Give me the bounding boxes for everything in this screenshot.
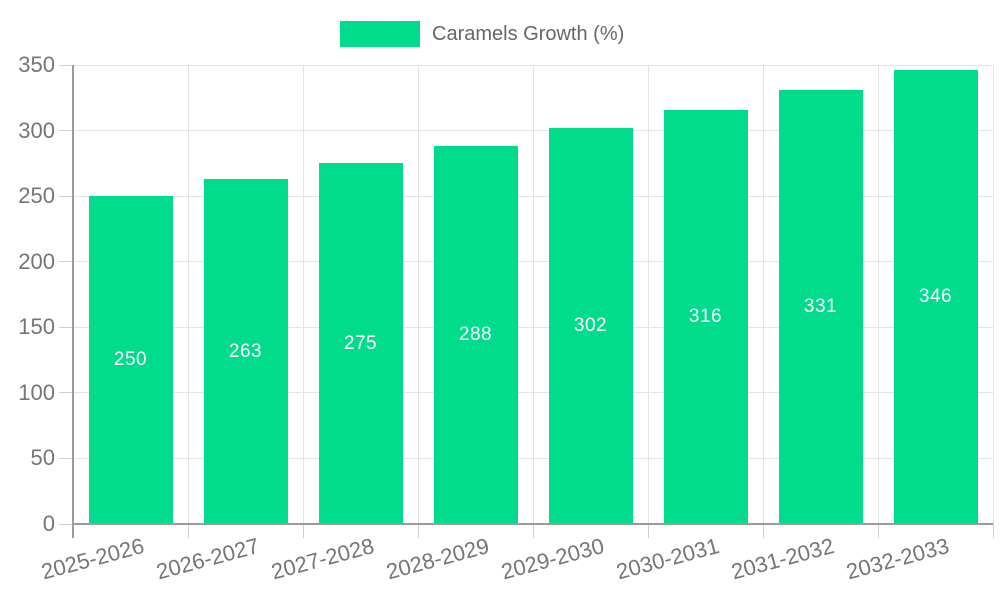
- x-axis-tick: [302, 524, 304, 538]
- gridline-vertical: [762, 65, 764, 524]
- bar[interactable]: 275: [318, 163, 403, 524]
- gridline-vertical: [877, 65, 879, 524]
- y-axis-label: 50: [30, 445, 55, 471]
- gridline-vertical: [302, 65, 304, 524]
- y-axis-tick: [59, 326, 73, 328]
- bar-value-label: 331: [803, 295, 838, 317]
- x-axis-label: 2030-2031: [613, 533, 722, 585]
- bar-value-label: 302: [573, 314, 608, 336]
- bar[interactable]: 346: [893, 70, 978, 524]
- gridline-vertical: [532, 65, 534, 524]
- y-axis-tick: [59, 195, 73, 197]
- y-axis-tick: [59, 130, 73, 132]
- x-axis-tick: [187, 524, 189, 538]
- y-axis-tick: [59, 392, 73, 394]
- y-axis-tick: [59, 457, 73, 459]
- y-axis-label: 250: [18, 183, 55, 209]
- x-axis-tick: [647, 524, 649, 538]
- x-axis-label: 2029-2030: [498, 533, 607, 585]
- y-axis-label: 150: [18, 314, 55, 340]
- bar-value-label: 288: [458, 324, 493, 346]
- y-axis-label: 300: [18, 117, 55, 143]
- legend-item[interactable]: Caramels Growth (%): [340, 21, 624, 47]
- x-axis-label: 2025-2026: [38, 533, 147, 585]
- bar-value-label: 250: [113, 349, 148, 371]
- x-axis-label: 2032-2033: [843, 533, 952, 585]
- x-axis-tick: [532, 524, 534, 538]
- x-axis-label: 2026-2027: [153, 533, 262, 585]
- x-axis-tick: [877, 524, 879, 538]
- bar[interactable]: 250: [88, 196, 173, 524]
- bar-value-label: 275: [343, 332, 378, 354]
- x-axis-line: [72, 523, 993, 525]
- y-axis-tick: [59, 523, 73, 525]
- bar-value-label: 263: [228, 340, 263, 362]
- x-axis-label: 2031-2032: [728, 533, 837, 585]
- bar-value-label: 346: [918, 286, 953, 308]
- y-axis-label: 200: [18, 248, 55, 274]
- x-axis-tick: [762, 524, 764, 538]
- bar[interactable]: 316: [663, 109, 748, 524]
- gridline-vertical: [992, 65, 994, 524]
- x-axis-label: 2027-2028: [268, 533, 377, 585]
- y-axis-tick: [59, 261, 73, 263]
- bar[interactable]: 331: [778, 89, 863, 524]
- x-axis-tick: [992, 524, 994, 538]
- y-axis-label: 350: [18, 52, 55, 77]
- gridline-vertical: [187, 65, 189, 524]
- bar[interactable]: 302: [548, 127, 633, 524]
- gridline-vertical: [417, 65, 419, 524]
- x-axis-tick: [417, 524, 419, 538]
- bar[interactable]: 263: [203, 179, 288, 524]
- y-axis-line: [72, 65, 74, 538]
- x-axis-label: 2028-2029: [383, 533, 492, 585]
- bar-value-label: 316: [688, 305, 723, 327]
- legend-label: Caramels Growth (%): [432, 23, 625, 45]
- y-axis-label: 0: [42, 511, 55, 536]
- y-axis-label: 100: [18, 379, 55, 405]
- gridline-vertical: [647, 65, 649, 524]
- y-axis-tick: [59, 64, 73, 66]
- legend-swatch: [340, 21, 420, 47]
- bar[interactable]: 288: [433, 146, 518, 524]
